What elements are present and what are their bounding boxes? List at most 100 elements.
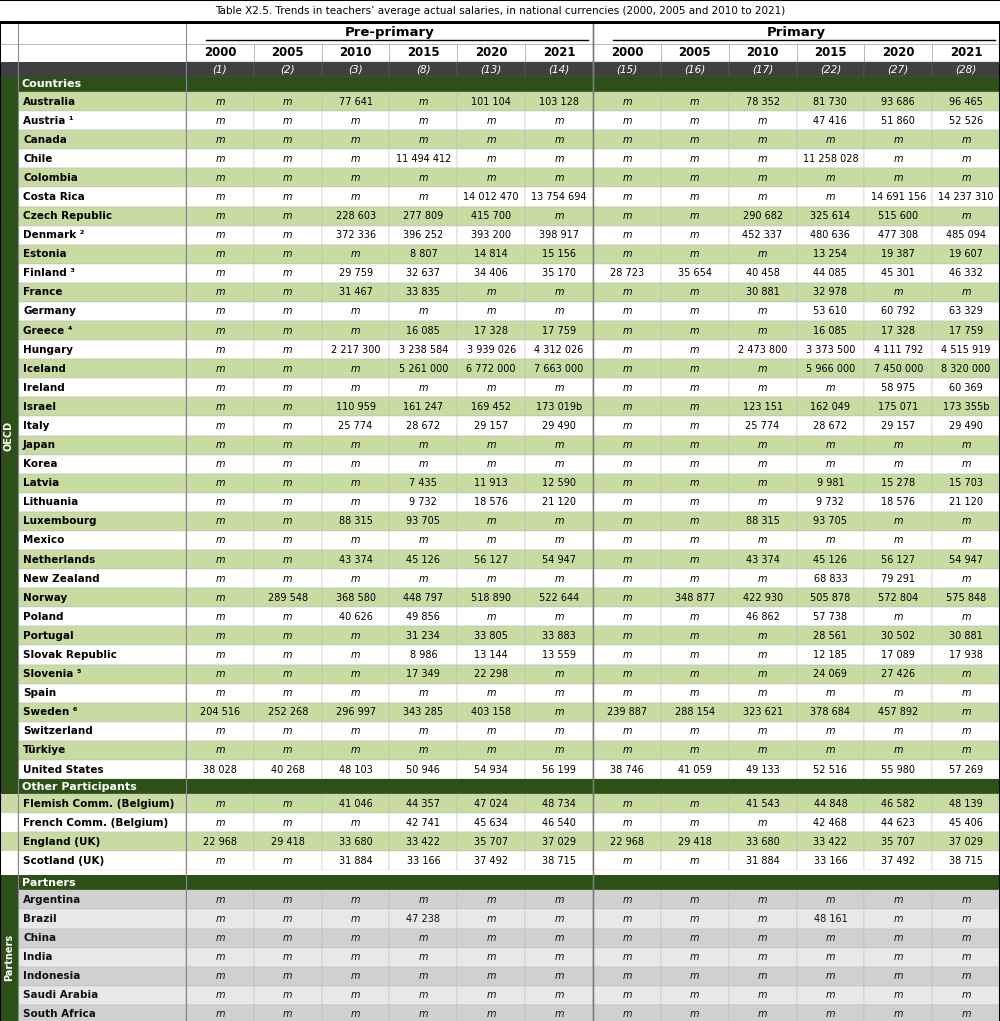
Text: m: m bbox=[554, 971, 564, 981]
Text: Germany: Germany bbox=[23, 306, 76, 317]
Bar bbox=[18, 302, 186, 321]
Text: 48 139: 48 139 bbox=[949, 798, 983, 809]
Text: m: m bbox=[554, 933, 564, 943]
Text: m: m bbox=[215, 345, 225, 354]
Text: 393 200: 393 200 bbox=[471, 230, 511, 240]
Bar bbox=[18, 531, 186, 550]
Text: m: m bbox=[690, 192, 700, 202]
Text: m: m bbox=[283, 192, 292, 202]
Bar bbox=[525, 206, 593, 226]
Text: m: m bbox=[486, 535, 496, 545]
Bar bbox=[525, 397, 593, 417]
Bar bbox=[389, 378, 457, 397]
Bar bbox=[0, 722, 18, 741]
Text: 33 883: 33 883 bbox=[542, 631, 576, 641]
Text: m: m bbox=[690, 306, 700, 317]
Text: m: m bbox=[283, 818, 292, 828]
Bar bbox=[18, 832, 186, 852]
Bar bbox=[254, 1005, 322, 1021]
Text: m: m bbox=[486, 726, 496, 736]
Text: 2015: 2015 bbox=[814, 47, 847, 59]
Bar bbox=[797, 436, 864, 454]
Bar bbox=[797, 493, 864, 512]
Text: m: m bbox=[690, 287, 700, 297]
Bar bbox=[457, 852, 525, 871]
Bar bbox=[186, 645, 254, 665]
Bar bbox=[322, 852, 389, 871]
Bar bbox=[797, 947, 864, 967]
Bar bbox=[593, 1005, 661, 1021]
Text: (1): (1) bbox=[213, 64, 227, 75]
Bar bbox=[661, 62, 729, 77]
Text: 457 892: 457 892 bbox=[878, 708, 918, 718]
Text: m: m bbox=[758, 363, 767, 374]
Bar bbox=[593, 550, 661, 569]
Text: 368 580: 368 580 bbox=[336, 593, 376, 602]
Bar bbox=[254, 44, 322, 62]
Text: OECD: OECD bbox=[4, 421, 14, 450]
Text: m: m bbox=[690, 402, 700, 411]
Bar bbox=[186, 188, 254, 206]
Bar bbox=[864, 794, 932, 813]
Bar bbox=[254, 302, 322, 321]
Bar bbox=[797, 890, 864, 910]
Text: m: m bbox=[622, 97, 632, 106]
Bar bbox=[457, 531, 525, 550]
Bar bbox=[932, 340, 1000, 359]
Bar bbox=[864, 550, 932, 569]
Text: m: m bbox=[486, 459, 496, 470]
Text: 17 349: 17 349 bbox=[406, 669, 440, 679]
Bar bbox=[797, 794, 864, 813]
Bar bbox=[593, 245, 661, 263]
Bar bbox=[593, 149, 661, 168]
Bar bbox=[864, 111, 932, 130]
Bar bbox=[322, 512, 389, 531]
Text: Japan: Japan bbox=[23, 440, 56, 450]
Bar bbox=[322, 588, 389, 607]
Text: 52 526: 52 526 bbox=[949, 115, 983, 126]
Bar bbox=[864, 245, 932, 263]
Bar bbox=[0, 92, 18, 111]
Text: m: m bbox=[554, 669, 564, 679]
Text: m: m bbox=[419, 745, 428, 756]
Bar bbox=[0, 130, 18, 149]
Bar bbox=[186, 454, 254, 474]
Text: m: m bbox=[622, 612, 632, 622]
Bar bbox=[0, 531, 18, 550]
Bar bbox=[864, 149, 932, 168]
Bar bbox=[254, 512, 322, 531]
Bar bbox=[457, 741, 525, 760]
Bar bbox=[593, 569, 661, 588]
Text: m: m bbox=[283, 269, 292, 279]
Text: 44 848: 44 848 bbox=[814, 798, 847, 809]
Text: 33 166: 33 166 bbox=[407, 856, 440, 866]
Bar bbox=[661, 77, 729, 92]
Text: 29 157: 29 157 bbox=[881, 421, 915, 431]
Text: 24 069: 24 069 bbox=[813, 669, 847, 679]
Text: m: m bbox=[961, 971, 971, 981]
Text: 2 473 800: 2 473 800 bbox=[738, 345, 787, 354]
Bar bbox=[322, 340, 389, 359]
Bar bbox=[797, 665, 864, 684]
Text: m: m bbox=[622, 230, 632, 240]
Bar bbox=[389, 436, 457, 454]
Bar bbox=[322, 910, 389, 928]
Bar bbox=[525, 928, 593, 947]
Text: m: m bbox=[961, 914, 971, 924]
Bar bbox=[457, 1005, 525, 1021]
Bar bbox=[186, 62, 254, 77]
Text: m: m bbox=[351, 154, 360, 163]
Text: m: m bbox=[351, 818, 360, 828]
Text: 29 759: 29 759 bbox=[339, 269, 373, 279]
Text: 52 516: 52 516 bbox=[813, 765, 847, 775]
Bar bbox=[797, 206, 864, 226]
Text: m: m bbox=[351, 497, 360, 507]
Text: m: m bbox=[215, 497, 225, 507]
Bar bbox=[322, 302, 389, 321]
Text: Colombia: Colombia bbox=[23, 173, 78, 183]
Text: 15 278: 15 278 bbox=[881, 478, 915, 488]
Text: m: m bbox=[554, 688, 564, 698]
Bar bbox=[864, 206, 932, 226]
Text: m: m bbox=[215, 115, 225, 126]
Text: m: m bbox=[554, 914, 564, 924]
